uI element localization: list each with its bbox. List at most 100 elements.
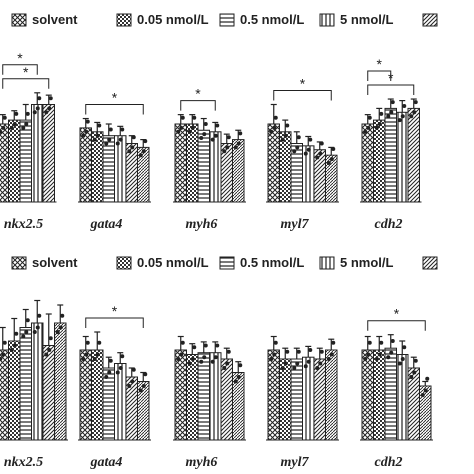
data-point	[233, 379, 238, 384]
bar	[361, 349, 374, 441]
data-point	[24, 330, 29, 334]
data-point	[409, 114, 414, 119]
legend-swatch	[219, 256, 235, 270]
bar	[197, 129, 210, 203]
data-point	[187, 361, 192, 366]
data-point	[306, 147, 311, 152]
data-point	[319, 141, 324, 146]
data-point	[179, 352, 184, 357]
data-point	[285, 349, 290, 354]
data-point	[37, 313, 42, 318]
data-point	[32, 330, 37, 334]
data-point	[318, 151, 323, 156]
bar	[0, 123, 9, 203]
data-point	[329, 352, 334, 357]
legend-label: solvent	[32, 12, 78, 27]
data-point	[402, 345, 407, 350]
data-point	[326, 161, 331, 165]
data-point	[104, 141, 109, 146]
bar	[186, 354, 199, 441]
data-point	[273, 340, 278, 345]
legend-swatch	[422, 13, 438, 27]
bar	[313, 358, 326, 441]
data-point	[215, 343, 220, 348]
legend-swatch	[11, 13, 27, 27]
bar	[396, 354, 409, 441]
data-point	[412, 370, 417, 375]
legend-label: 0.05 nmol/L	[137, 12, 209, 27]
data-point	[400, 357, 405, 361]
data-point	[92, 357, 97, 361]
significance-bracket	[367, 84, 415, 96]
category-label: myl7	[281, 217, 310, 232]
bar	[0, 349, 9, 441]
data-point	[272, 352, 277, 357]
data-point	[296, 135, 301, 140]
data-point	[25, 111, 30, 116]
data-point	[202, 132, 207, 137]
data-point	[236, 375, 241, 379]
data-point	[202, 355, 207, 360]
category-label: cdh2	[375, 455, 403, 470]
data-point	[192, 345, 197, 350]
data-point	[366, 125, 371, 130]
legend-label: 5 nmol/L	[340, 12, 394, 27]
bar	[384, 107, 397, 203]
legend-swatch	[219, 13, 235, 27]
data-point	[37, 96, 42, 101]
data-point	[141, 384, 146, 388]
legend-swatch	[319, 256, 335, 270]
data-point	[390, 339, 395, 343]
significance-label: *	[195, 86, 201, 102]
data-point	[108, 358, 113, 363]
significance-label: *	[300, 76, 306, 92]
data-point	[120, 354, 125, 359]
data-point	[412, 110, 417, 115]
data-point	[199, 359, 204, 364]
data-point	[379, 111, 384, 116]
data-point	[32, 110, 37, 115]
data-point	[35, 106, 40, 111]
data-point	[141, 149, 146, 154]
data-point	[374, 125, 379, 130]
bar	[102, 367, 115, 441]
data-point	[273, 115, 278, 120]
bar	[91, 349, 104, 441]
data-point	[138, 388, 143, 393]
data-point	[379, 340, 384, 345]
bar	[267, 349, 280, 441]
bar	[186, 123, 199, 203]
data-point	[285, 123, 290, 128]
data-point	[423, 388, 428, 393]
data-point	[203, 122, 208, 126]
data-point	[190, 357, 195, 361]
bar	[174, 349, 187, 441]
data-point	[280, 366, 285, 370]
data-point	[48, 96, 53, 101]
legend-label: 5 nmol/L	[340, 255, 394, 270]
data-point	[24, 122, 29, 126]
significance-bracket	[2, 64, 38, 75]
data-point	[48, 336, 53, 341]
data-point	[377, 122, 382, 126]
data-point	[390, 100, 395, 105]
data-point	[138, 153, 143, 158]
bar	[31, 104, 44, 203]
significance-label: *	[112, 90, 118, 106]
data-point	[236, 141, 241, 146]
data-point	[331, 340, 336, 345]
data-point	[222, 366, 227, 370]
bar	[209, 131, 222, 203]
bar	[302, 356, 315, 441]
bar	[114, 135, 127, 203]
data-point	[180, 115, 185, 120]
data-point	[386, 114, 391, 119]
category-label: nkx2.5	[4, 217, 43, 232]
data-point	[225, 145, 230, 150]
legend-swatch	[116, 13, 132, 27]
legend-swatch	[11, 256, 27, 270]
significance-bracket	[367, 70, 392, 82]
bar	[220, 358, 233, 441]
significance-label: *	[394, 306, 400, 322]
